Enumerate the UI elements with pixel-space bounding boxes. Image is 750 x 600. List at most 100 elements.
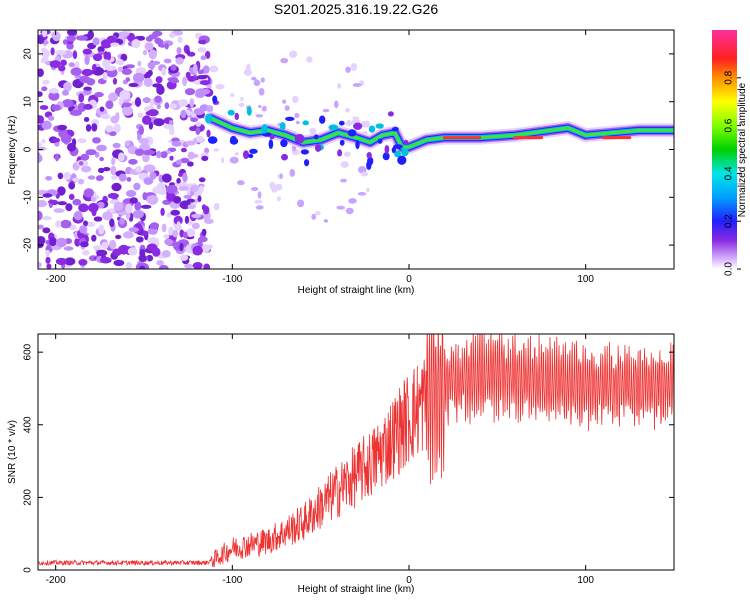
noise-blob: [117, 31, 130, 37]
colorbar-label: Normalized spectral amplitude: [737, 82, 748, 217]
spectrogram-y-label: Frequency (Hz): [7, 116, 18, 185]
noise-blob: [176, 221, 181, 230]
noise-blob: [42, 227, 51, 234]
scatter-blob: [260, 77, 265, 83]
noise-blob: [82, 250, 90, 256]
ridge-blob: [387, 111, 394, 117]
noise-blob: [76, 35, 88, 41]
noise-blob: [68, 62, 76, 68]
scatter-blob: [323, 219, 329, 223]
noise-blob: [117, 66, 123, 73]
noise-blob: [176, 47, 182, 55]
noise-blob: [139, 265, 146, 269]
scatter-blob: [334, 100, 339, 109]
noise-blob: [110, 165, 117, 176]
noise-blob: [149, 222, 160, 230]
noise-blob: [55, 237, 67, 248]
noise-blob: [196, 75, 208, 80]
noise-blob: [184, 263, 194, 269]
noise-blob: [113, 201, 124, 212]
noise-blob: [122, 231, 134, 239]
scatter-blob: [357, 192, 367, 196]
noise-blob: [97, 167, 105, 174]
noise-blob: [143, 77, 153, 87]
noise-blob: [142, 192, 148, 201]
noise-blob: [100, 113, 111, 120]
noise-blob: [137, 60, 142, 67]
snr-axes: -200 -100 0 100 0 200 400 600: [23, 334, 674, 586]
noise-blob: [200, 55, 207, 60]
x-tick-label: 0: [406, 274, 412, 285]
noise-blob: [180, 109, 187, 119]
ridge-blob: [328, 124, 339, 131]
noise-blob: [116, 59, 125, 66]
noise-blob: [80, 165, 92, 173]
noise-blob: [78, 203, 89, 213]
noise-blob: [78, 93, 85, 103]
noise-blob: [62, 89, 69, 96]
ridge-blob: [243, 150, 249, 160]
noise-blob: [123, 199, 130, 204]
noise-blob: [125, 190, 137, 197]
noise-blob: [185, 228, 196, 238]
ridge-blob: [366, 152, 372, 159]
ridge-blob: [268, 139, 274, 150]
noise-blob: [164, 42, 169, 50]
noise-blob: [156, 260, 165, 266]
ridge-blob: [246, 106, 252, 116]
noise-blob: [42, 193, 53, 198]
noise-blob: [102, 167, 111, 172]
noise-blob: [49, 237, 57, 247]
scatter-blob: [269, 181, 276, 189]
noise-blob: [39, 105, 49, 110]
scatter-blob: [348, 198, 357, 204]
scatter-blob: [206, 105, 214, 113]
noise-blob: [78, 161, 84, 166]
noise-blob: [38, 146, 47, 151]
noise-blob: [193, 108, 205, 116]
y-tick-label: 400: [23, 416, 34, 433]
noise-blob: [121, 102, 132, 108]
noise-blob: [148, 121, 153, 130]
x-tick-label: 100: [577, 274, 594, 285]
x-tick-label: 0: [406, 575, 412, 586]
scatter-blob: [309, 127, 317, 135]
ridge-blob: [285, 116, 295, 121]
scatter-blob: [350, 63, 357, 71]
scatter-blob: [345, 107, 350, 113]
noise-blob: [137, 112, 144, 118]
noise-blob: [192, 63, 198, 74]
noise-blob: [125, 77, 131, 82]
ridge-blob: [393, 144, 403, 150]
scatter-blob: [258, 104, 262, 109]
noise-blob: [161, 223, 167, 233]
noise-blob: [45, 249, 51, 257]
noise-blob: [124, 140, 131, 147]
noise-blob: [38, 91, 43, 97]
noise-blob: [45, 61, 51, 66]
noise-blob: [192, 262, 203, 269]
scatter-blob: [209, 65, 219, 73]
noise-blob: [60, 59, 67, 66]
ridge-blob: [391, 126, 399, 132]
snr-frame: [37, 333, 675, 571]
noise-blob: [92, 37, 100, 46]
noise-blob: [96, 201, 105, 209]
noise-blob: [138, 138, 149, 145]
x-tick-label: -100: [222, 575, 242, 586]
noise-blob: [100, 256, 112, 264]
noise-blob: [109, 218, 115, 228]
noise-blob: [109, 239, 117, 250]
ridge-blob: [205, 113, 213, 124]
ridge-blob: [230, 135, 237, 143]
noise-blob: [156, 182, 166, 191]
noise-blob: [41, 138, 46, 144]
noise-blob: [128, 227, 139, 233]
x-tick-label: -200: [46, 575, 66, 586]
noise-blob: [119, 217, 125, 225]
noise-blob: [203, 218, 214, 224]
scatter-blob: [346, 119, 352, 127]
noise-blob: [46, 263, 52, 269]
noise-blob: [146, 243, 158, 252]
